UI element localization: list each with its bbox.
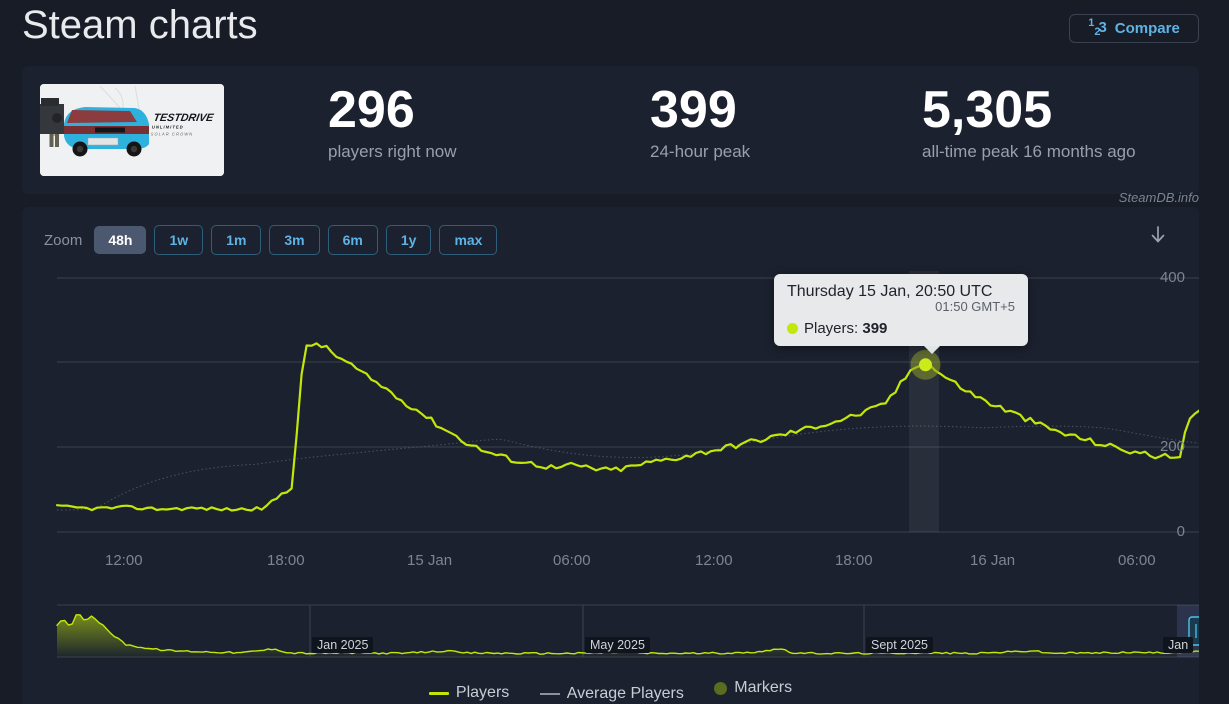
- svg-text:UNLIMITED: UNLIMITED: [152, 124, 185, 129]
- svg-text:SOLAR CROWN: SOLAR CROWN: [150, 132, 194, 137]
- svg-text:200: 200: [1160, 438, 1185, 455]
- svg-text:0: 0: [1177, 523, 1185, 540]
- svg-text:400: 400: [1160, 269, 1185, 286]
- svg-text:TESTDRIVE: TESTDRIVE: [152, 112, 215, 124]
